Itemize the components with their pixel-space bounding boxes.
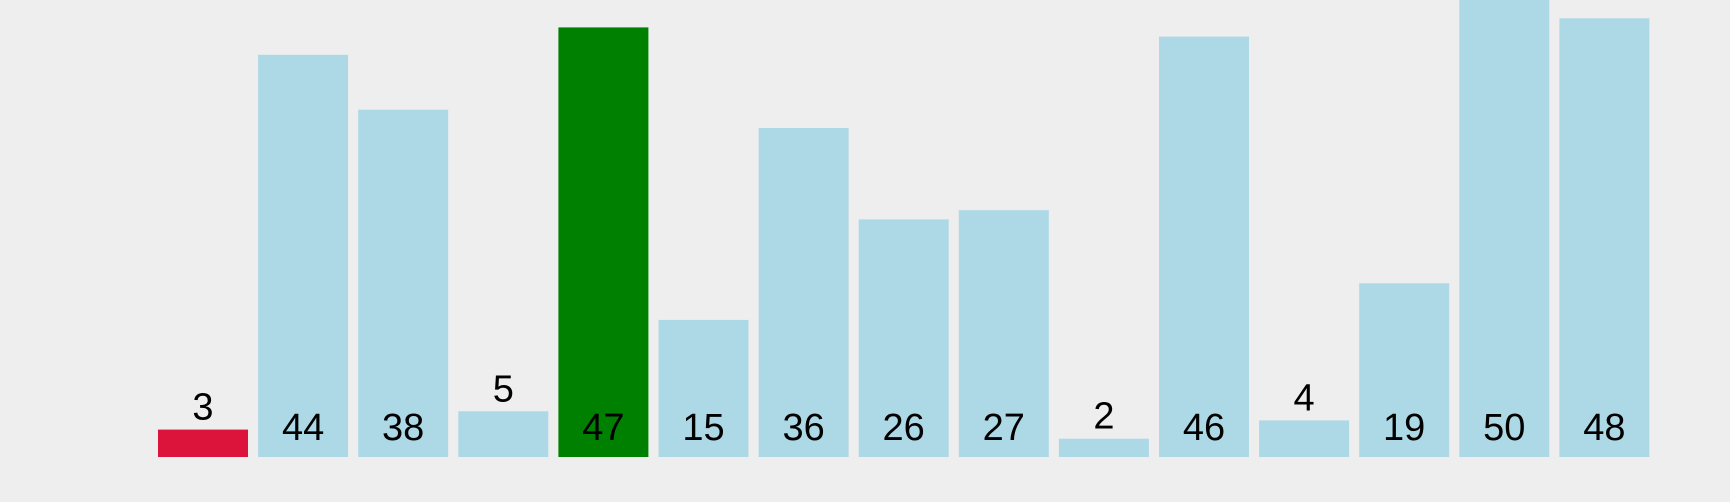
bar-7: [858, 219, 949, 457]
bar-label-1: 44: [282, 407, 324, 449]
bar-10: [1159, 36, 1249, 457]
bar-5: [658, 319, 749, 457]
bar-label-0: 3: [192, 387, 213, 429]
bar-12: [1359, 283, 1450, 457]
bar-label-9: 2: [1093, 396, 1114, 438]
bar-label-6: 36: [782, 407, 824, 449]
bar-label-5: 15: [682, 407, 724, 449]
bar-1: [258, 54, 349, 458]
bar-label-10: 46: [1183, 407, 1225, 449]
bar-4: [558, 27, 649, 458]
bar-11: [1259, 420, 1350, 457]
bar-9: [1058, 438, 1149, 457]
bar-label-12: 19: [1383, 407, 1425, 449]
bar-label-13: 50: [1483, 407, 1525, 449]
bar-label-8: 27: [983, 407, 1025, 449]
bar-0: [158, 429, 248, 457]
bar-label-2: 38: [382, 407, 424, 449]
bar-3: [458, 411, 549, 457]
bar-14: [1559, 18, 1650, 458]
bar-label-7: 26: [883, 407, 925, 449]
bar-8: [958, 210, 1049, 457]
bar-13: [1459, 0, 1550, 457]
bar-label-11: 4: [1294, 377, 1315, 419]
bar-label-4: 47: [582, 407, 624, 449]
bar-6: [758, 128, 849, 457]
bar-2: [358, 109, 449, 457]
bar-label-14: 48: [1583, 407, 1625, 449]
bar-label-3: 5: [493, 368, 514, 410]
